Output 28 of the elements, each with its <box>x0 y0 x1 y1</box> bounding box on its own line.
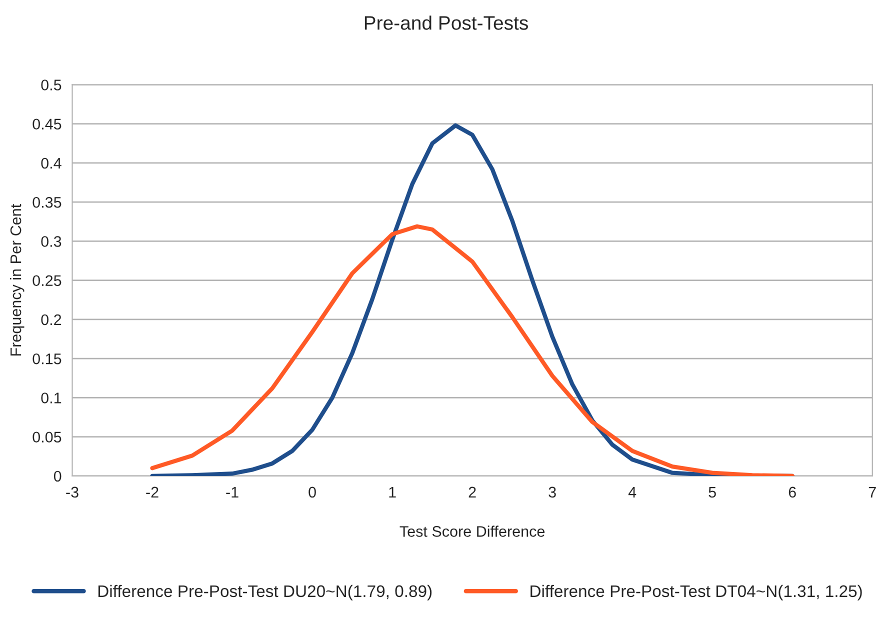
y-tick-label: 0.3 <box>41 236 62 247</box>
x-tick-label: 1 <box>389 486 396 498</box>
x-tick-label: 6 <box>788 486 796 498</box>
legend-label: Difference Pre-Post-Test DT04~N(1.31, 1.25) <box>530 584 862 600</box>
x-axis-title: Test Score Difference <box>400 526 545 537</box>
y-tick-label: 0.05 <box>32 432 62 443</box>
x-tick-label: 2 <box>468 486 476 498</box>
x-tick-label: 4 <box>628 486 636 498</box>
x-tick-label: 7 <box>868 486 876 498</box>
chart-title: Pre-and Post-Tests <box>364 16 528 30</box>
x-tick-label: 0 <box>308 486 316 498</box>
x-tick-label: -3 <box>66 486 78 498</box>
x-tick-label: -2 <box>146 486 158 498</box>
x-tick-label: 3 <box>548 486 556 498</box>
y-tick-label: 0 <box>54 470 62 482</box>
y-tick-label: 0.5 <box>41 80 62 90</box>
x-tick-label: 5 <box>708 486 716 498</box>
line-series <box>150 224 794 476</box>
legend-label: Difference Pre-Post-Test DU20~N(1.79, 0.89) <box>98 584 432 600</box>
y-tick-label: 0.2 <box>41 314 62 326</box>
y-tick-label: 0.25 <box>32 275 62 286</box>
y-tick-label: 0.45 <box>32 118 62 130</box>
y-tick-label: 0.15 <box>32 353 62 364</box>
y-axis-title: Frequency in Per Cent <box>10 204 24 356</box>
y-tick-label: 0.35 <box>32 196 62 208</box>
y-tick-label: 0.4 <box>41 158 62 169</box>
x-tick-label: -1 <box>226 486 238 498</box>
y-tick-label: 0.1 <box>41 392 62 404</box>
